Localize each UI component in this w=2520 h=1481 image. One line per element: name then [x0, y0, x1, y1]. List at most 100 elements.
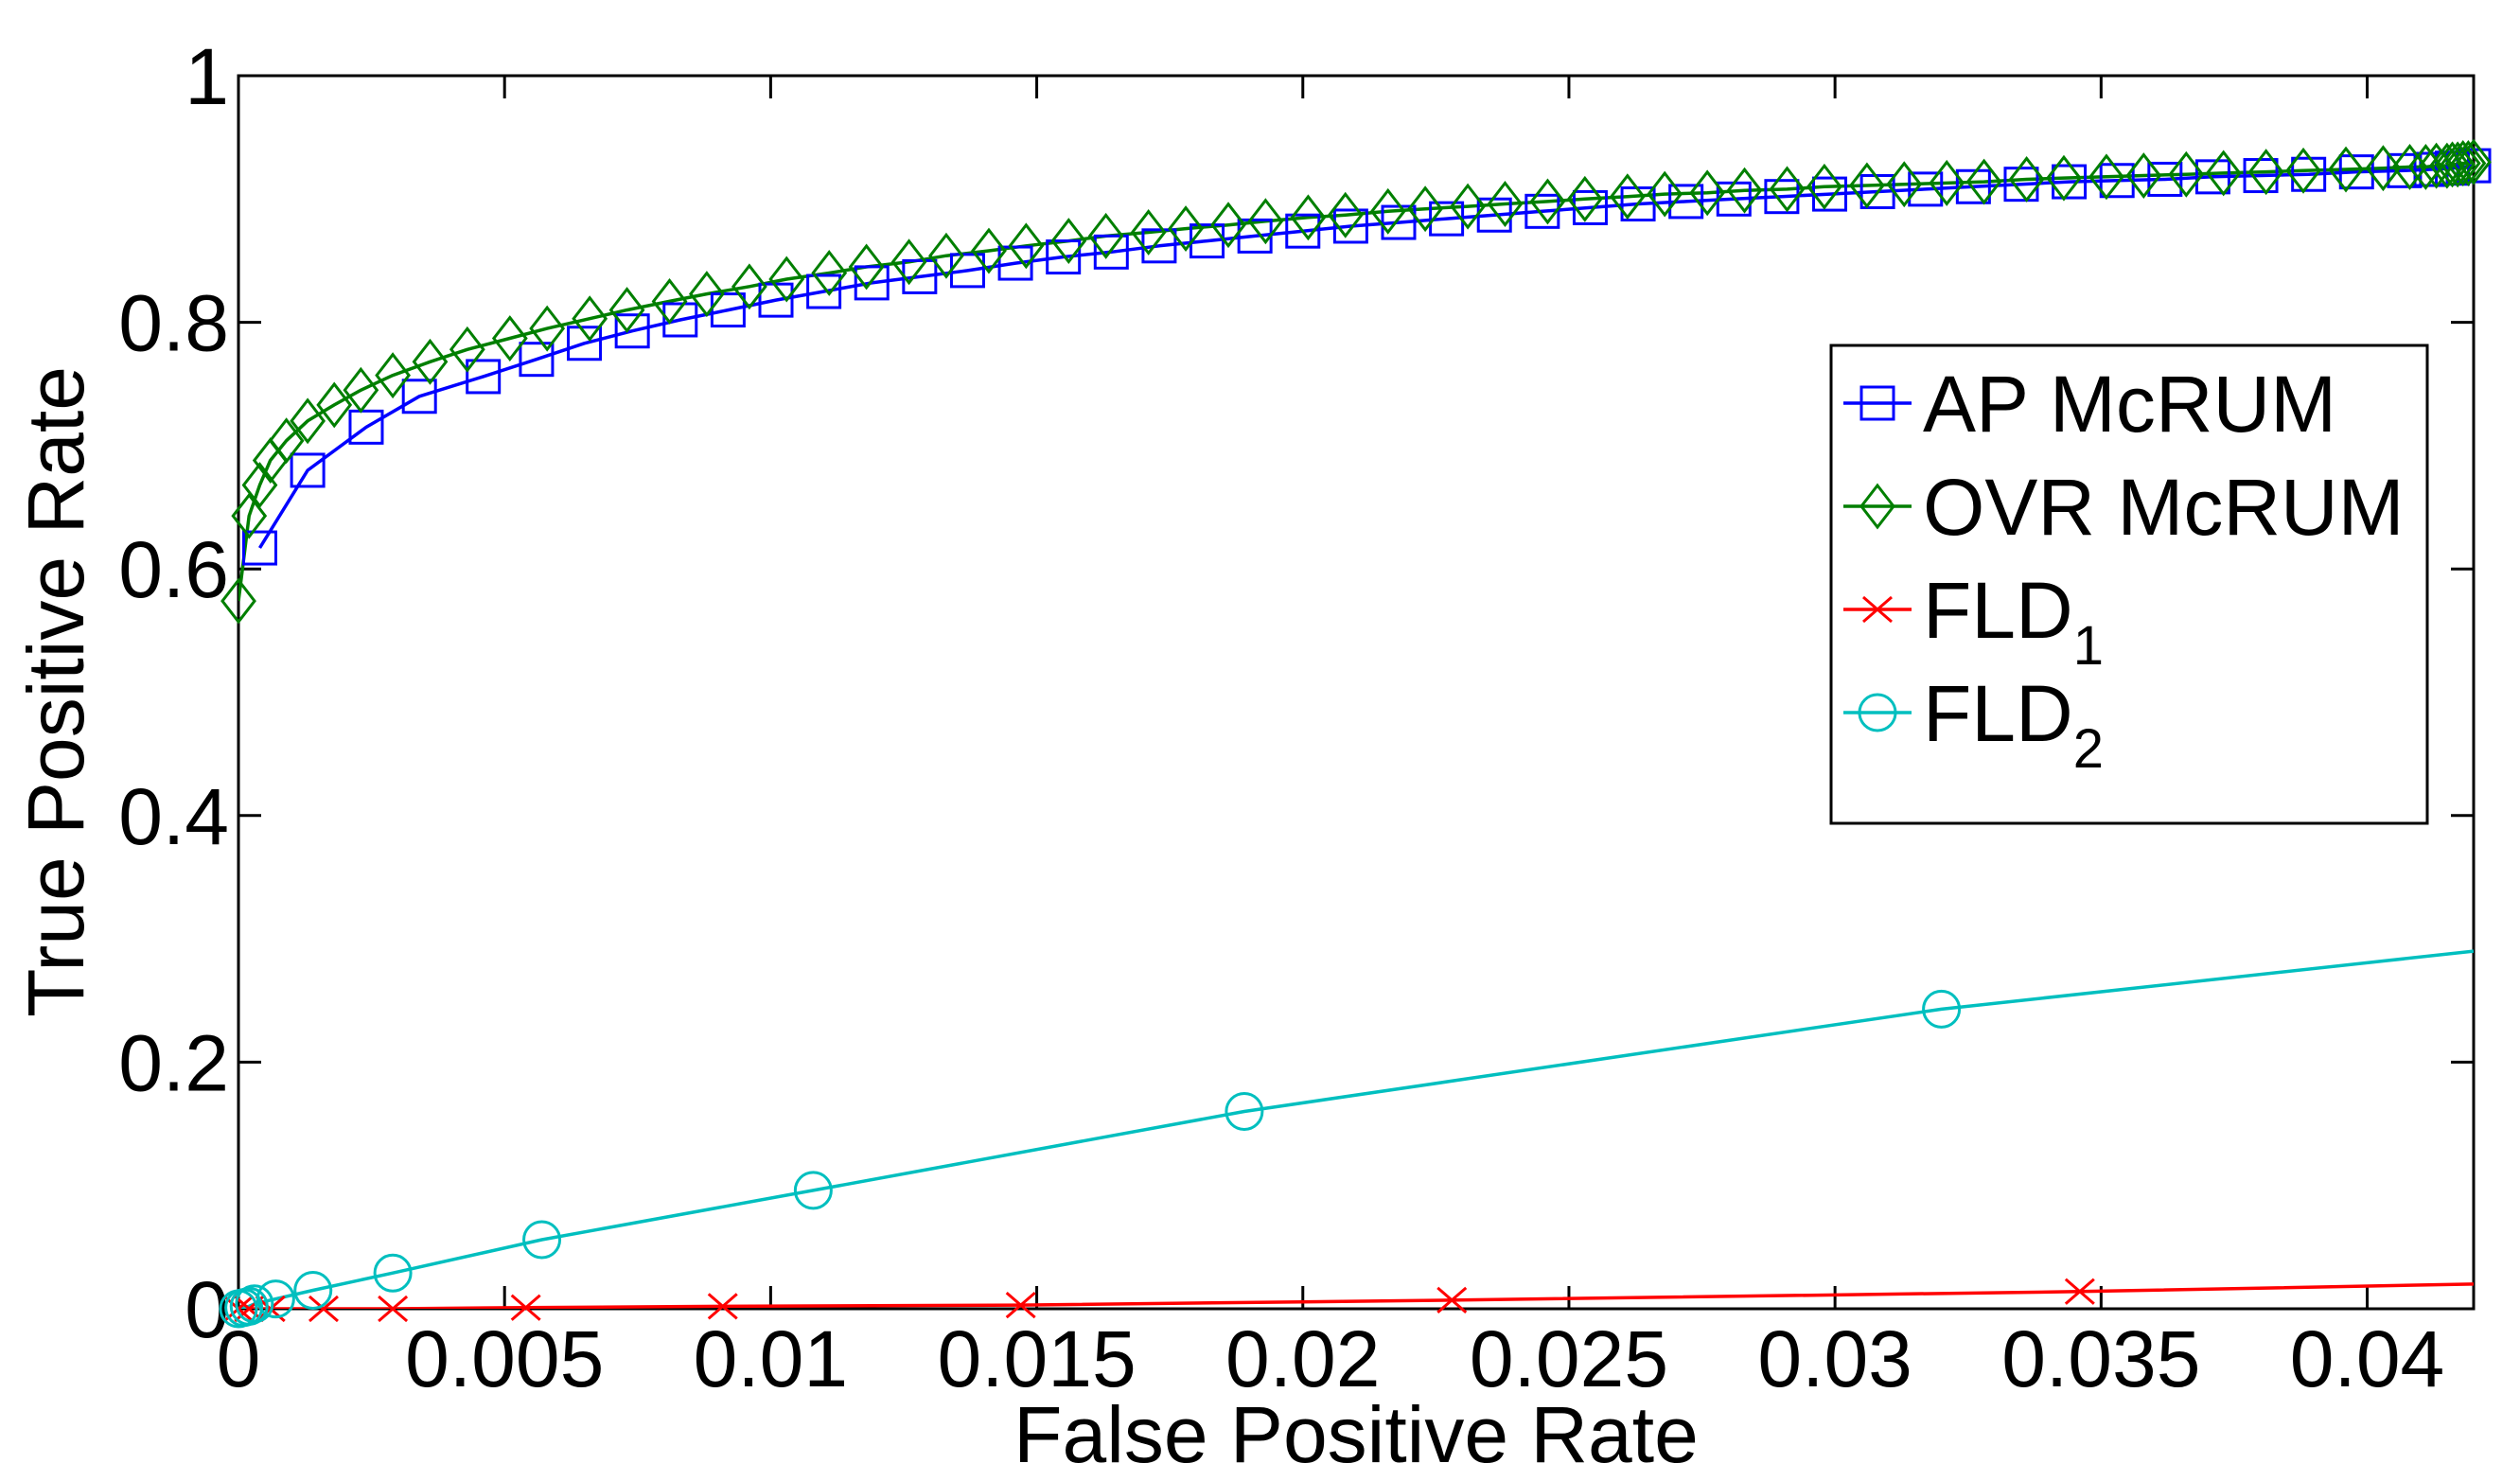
data-point-ovr-mcrum	[2450, 140, 2487, 186]
data-point-fld1	[308, 1295, 339, 1323]
x-tick-label: 0.025	[1470, 1314, 1668, 1403]
data-point-ovr-mcrum	[290, 397, 326, 445]
data-point-ap-mcrum	[1668, 184, 1704, 220]
data-point-ovr-mcrum	[1929, 159, 1965, 206]
data-point-ovr-mcrum	[2456, 138, 2492, 185]
data-point-ovr-mcrum	[1087, 212, 1124, 259]
data-point-ovr-mcrum	[1689, 169, 1726, 217]
data-point-fld2	[293, 1270, 333, 1310]
data-point-ap-mcrum	[1908, 171, 1944, 207]
data-point-fld2	[373, 1253, 413, 1293]
x-tick-label: 0.015	[937, 1314, 1136, 1403]
data-point-ovr-mcrum	[1726, 167, 1763, 214]
y-tick-label: 1	[185, 32, 229, 121]
data-point-ovr-mcrum	[2046, 154, 2082, 202]
data-point-ovr-mcrum	[231, 492, 268, 539]
legend-marker-ap-mcrum	[1859, 385, 1895, 421]
y-tick-label: 0	[185, 1265, 229, 1354]
data-point-fld2	[522, 1220, 562, 1260]
data-point-ovr-mcrum	[220, 577, 256, 625]
x-tick-label: 0.005	[405, 1314, 604, 1403]
legend-subscript: 1	[2073, 615, 2104, 677]
data-point-ap-mcrum	[1285, 213, 1321, 249]
data-point-ap-mcrum	[2194, 159, 2230, 195]
data-point-fld1	[378, 1295, 409, 1323]
data-point-ovr-mcrum	[2328, 146, 2364, 193]
data-point-ovr-mcrum	[1848, 162, 1885, 209]
data-point-ap-mcrum	[662, 302, 698, 338]
data-point-ovr-mcrum	[2444, 140, 2481, 186]
data-point-ovr-mcrum	[688, 271, 725, 318]
y-tick-label: 0.2	[118, 1018, 229, 1107]
data-point-ap-mcrum	[1046, 239, 1082, 275]
data-point-ovr-mcrum	[971, 227, 1007, 274]
series-line-ovr-mcrum	[238, 160, 2474, 602]
x-tick-label: 0.04	[2290, 1314, 2445, 1403]
data-point-ovr-mcrum	[1210, 202, 1246, 249]
data-point-fld1	[1005, 1291, 1036, 1319]
axis-ticks: 0 0.005 0.01 0.015 0.02 0.025 0.03 0.035 0.04 0 0.…	[118, 32, 2474, 1403]
data-point-ovr-mcrum	[2247, 149, 2284, 196]
data-point-ovr-mcrum	[1886, 161, 1923, 208]
legend-marker-fld2	[1858, 693, 1897, 732]
data-point-ovr-mcrum	[1965, 158, 2002, 205]
data-point-ap-mcrum	[806, 273, 842, 309]
data-point-ovr-mcrum	[1168, 205, 1204, 253]
data-point-ovr-mcrum	[2391, 143, 2428, 190]
legend-marker-fld1	[1862, 595, 1893, 624]
data-point-fld1	[510, 1294, 541, 1321]
data-point-fld1	[707, 1293, 738, 1320]
data-point-ap-mcrum	[2338, 154, 2374, 190]
x-tick-label: 0.01	[694, 1314, 849, 1403]
data-point-ap-mcrum	[241, 530, 277, 566]
data-point-ovr-mcrum	[1369, 187, 1406, 235]
data-point-ovr-mcrum	[1407, 185, 1444, 233]
data-point-ap-mcrum	[401, 379, 437, 414]
data-point-ovr-mcrum	[449, 326, 485, 373]
data-point-ovr-mcrum	[343, 366, 379, 414]
data-point-ovr-mcrum	[2008, 155, 2045, 203]
y-axis-title: True Positive Rate	[11, 366, 100, 1017]
legend-marker-ovr-mcrum	[1859, 483, 1895, 530]
data-point-ovr-mcrum	[768, 256, 805, 303]
data-point-ovr-mcrum	[848, 243, 885, 291]
x-tick-label: 0.03	[1757, 1314, 1912, 1403]
legend-label-ovr-mcrum: OVR McRUM	[1923, 463, 2405, 552]
legend-box	[1829, 344, 2429, 825]
data-point-ovr-mcrum	[375, 352, 411, 399]
data-point-ovr-mcrum	[2434, 141, 2471, 188]
markers-layer	[219, 138, 2492, 1329]
data-point-ovr-mcrum	[651, 277, 688, 325]
x-axis-title: False Positive Rate	[1013, 1390, 1699, 1479]
data-point-ovr-mcrum	[1050, 218, 1087, 265]
data-point-ovr-mcrum	[529, 305, 566, 352]
data-point-ovr-mcrum	[1130, 209, 1167, 256]
data-point-fld2	[1225, 1092, 1264, 1132]
data-point-fld2	[235, 1284, 274, 1324]
data-point-ovr-mcrum	[1327, 191, 1364, 238]
data-point-ovr-mcrum	[1450, 183, 1486, 230]
data-point-ovr-mcrum	[412, 338, 449, 385]
data-point-ap-mcrum	[997, 245, 1033, 281]
data-point-ap-mcrum	[466, 359, 502, 395]
data-point-ovr-mcrum	[268, 417, 305, 465]
data-point-ovr-mcrum	[731, 263, 767, 310]
legend-subscript: 2	[2073, 718, 2104, 780]
data-point-ovr-mcrum	[241, 462, 278, 509]
data-point-ap-mcrum	[290, 452, 326, 488]
data-point-ovr-mcrum	[1290, 194, 1327, 241]
data-point-ovr-mcrum	[1487, 181, 1524, 227]
data-point-ovr-mcrum	[1609, 173, 1646, 220]
data-point-ovr-mcrum	[2168, 150, 2205, 198]
data-point-ovr-mcrum	[1647, 170, 1683, 218]
data-point-ap-mcrum	[614, 313, 650, 349]
y-tick-label: 0.4	[118, 772, 229, 861]
data-point-ovr-mcrum	[2285, 147, 2321, 194]
data-point-ovr-mcrum	[1529, 178, 1566, 225]
data-point-ap-mcrum	[1093, 234, 1129, 270]
data-point-ovr-mcrum	[1247, 198, 1284, 245]
data-point-ovr-mcrum	[572, 295, 608, 343]
data-point-ovr-mcrum	[2440, 141, 2476, 188]
